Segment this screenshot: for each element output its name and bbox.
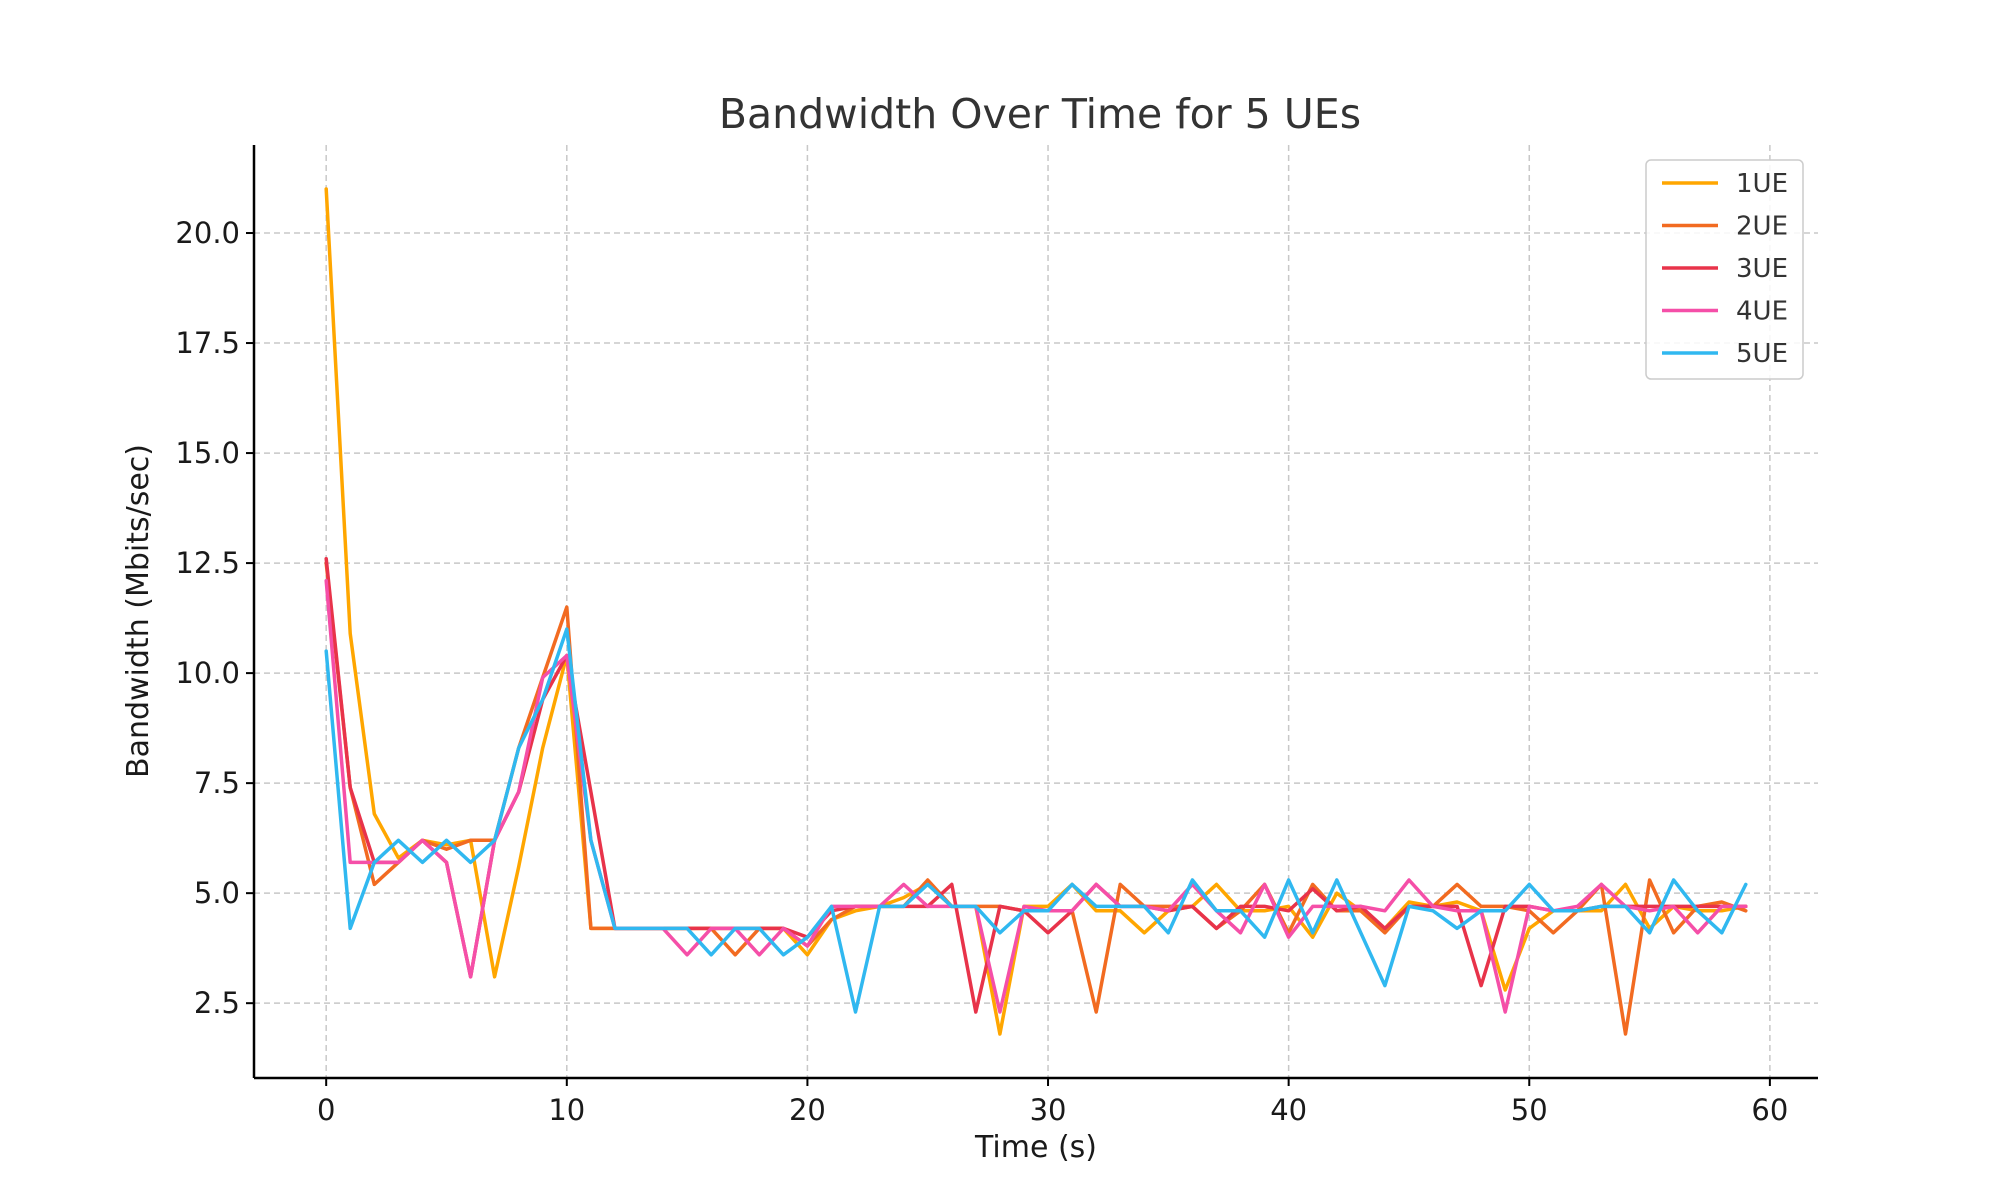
x-axis-label: Time (s) <box>974 1130 1097 1165</box>
y-axis-label: Bandwidth (Mbits/sec) <box>121 444 156 778</box>
chart-title: Bandwidth Over Time for 5 UEs <box>719 90 1361 138</box>
x-ticks: 0 10 20 30 40 50 60 <box>317 1078 1788 1127</box>
series-line-3ue <box>324 556 1748 1014</box>
y-tick-label: 7.5 <box>194 766 240 800</box>
legend-label-1ue: 1UE <box>1736 169 1788 199</box>
y-tick-label: 20.0 <box>175 216 240 250</box>
x-tick-label: 0 <box>317 1093 335 1127</box>
legend-frame <box>1645 159 1804 380</box>
series-layer <box>324 187 1748 1036</box>
series-line-5ue <box>324 627 1748 1014</box>
series-line-1ue <box>324 187 1748 1036</box>
legend: 1UE 2UE 3UE 4UE 5UE <box>1645 159 1804 380</box>
axes-layer <box>252 145 1818 1080</box>
y-tick-label: 2.5 <box>194 986 240 1020</box>
x-tick-label: 20 <box>789 1093 826 1127</box>
x-tick-label: 50 <box>1511 1093 1548 1127</box>
y-tick-label: 12.5 <box>175 546 240 580</box>
y-tick-label: 5.0 <box>194 876 240 910</box>
x-tick-label: 30 <box>1030 1093 1067 1127</box>
legend-label-5ue: 5UE <box>1736 339 1788 369</box>
legend-entries: 1UE 2UE 3UE 4UE 5UE <box>1662 169 1788 369</box>
legend-label-2ue: 2UE <box>1736 212 1788 242</box>
y-tick-label: 10.0 <box>175 656 240 690</box>
y-ticks: 2.5 5.0 7.5 10.0 12.5 15.0 17.5 20.0 <box>175 216 254 1020</box>
y-tick-label: 15.0 <box>175 436 240 470</box>
series-line-2ue <box>324 561 1748 1036</box>
x-tick-label: 60 <box>1751 1093 1788 1127</box>
series-line-4ue <box>324 578 1748 1014</box>
legend-label-4ue: 4UE <box>1736 297 1788 327</box>
legend-label-3ue: 3UE <box>1736 254 1788 284</box>
x-tick-label: 10 <box>548 1093 585 1127</box>
y-tick-label: 17.5 <box>175 326 240 360</box>
x-tick-label: 40 <box>1270 1093 1307 1127</box>
